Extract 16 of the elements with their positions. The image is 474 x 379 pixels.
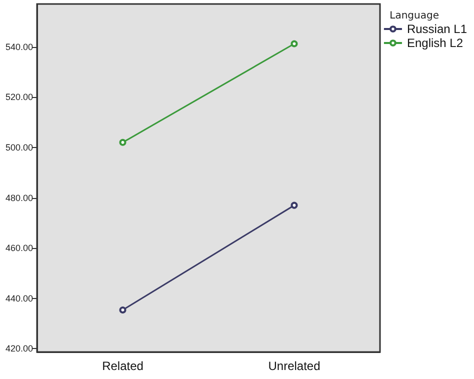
legend-label: Russian L1 [406,22,468,36]
x-tick-label: Unrelated [268,359,320,373]
y-tick-label: 540.00 [5,42,33,52]
legend-title: Language [390,10,440,22]
x-tick-label: Related [102,359,144,373]
point [119,138,126,146]
y-tick-label: 460.00 [5,243,33,254]
point [119,306,126,314]
legend-label: English L2 [406,36,464,50]
point [290,40,298,48]
y-tick-label: 500.00 [5,142,33,152]
y-tick-label: 520.00 [5,92,33,102]
y-tick-label: 440.00 [5,293,33,304]
y-tick-label: 480.00 [5,192,33,203]
y-tick-label: 420.00 [5,344,33,354]
point [290,202,298,209]
